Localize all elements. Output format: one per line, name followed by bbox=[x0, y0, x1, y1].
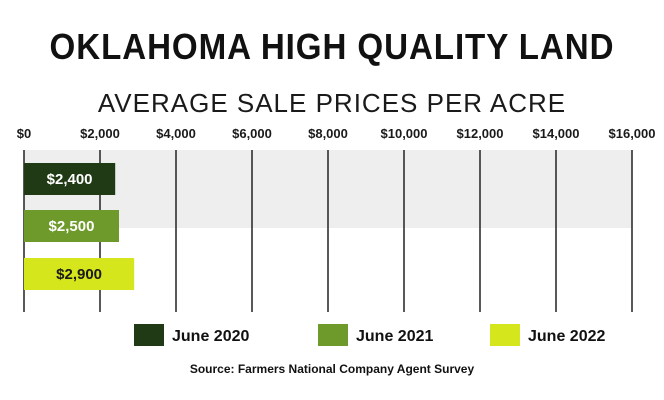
legend-swatch-2 bbox=[490, 324, 520, 346]
tick-label-6: $12,000 bbox=[457, 126, 504, 141]
legend-label-0: June 2020 bbox=[172, 328, 249, 345]
tick-label-4: $8,000 bbox=[308, 126, 348, 141]
legend-swatch-1 bbox=[318, 324, 348, 346]
bar-2 bbox=[24, 258, 135, 290]
legend-label-1: June 2021 bbox=[356, 328, 433, 345]
bar-label-0: $2,400 bbox=[47, 171, 93, 188]
legend-swatch-0 bbox=[134, 324, 164, 346]
bar-label-2: $2,900 bbox=[56, 266, 102, 283]
tick-label-3: $6,000 bbox=[232, 126, 272, 141]
tick-label-1: $2,000 bbox=[80, 126, 120, 141]
tick-label-5: $10,000 bbox=[381, 126, 428, 141]
tick-label-8: $16,000 bbox=[609, 126, 656, 141]
bar-0 bbox=[24, 163, 116, 195]
bar-1 bbox=[24, 210, 119, 242]
source-note: Source: Farmers National Company Agent S… bbox=[189, 362, 475, 376]
tick-label-0: $0 bbox=[17, 126, 31, 141]
chart-title: OKLAHOMA HIGH QUALITY LAND bbox=[49, 26, 615, 67]
legend-label-2: June 2022 bbox=[528, 328, 605, 345]
chart-subtitle: AVERAGE SALE PRICES PER ACRE bbox=[97, 88, 567, 118]
tick-label-7: $14,000 bbox=[533, 126, 580, 141]
tick-label-2: $4,000 bbox=[156, 126, 196, 141]
bar-label-1: $2,500 bbox=[49, 218, 95, 235]
